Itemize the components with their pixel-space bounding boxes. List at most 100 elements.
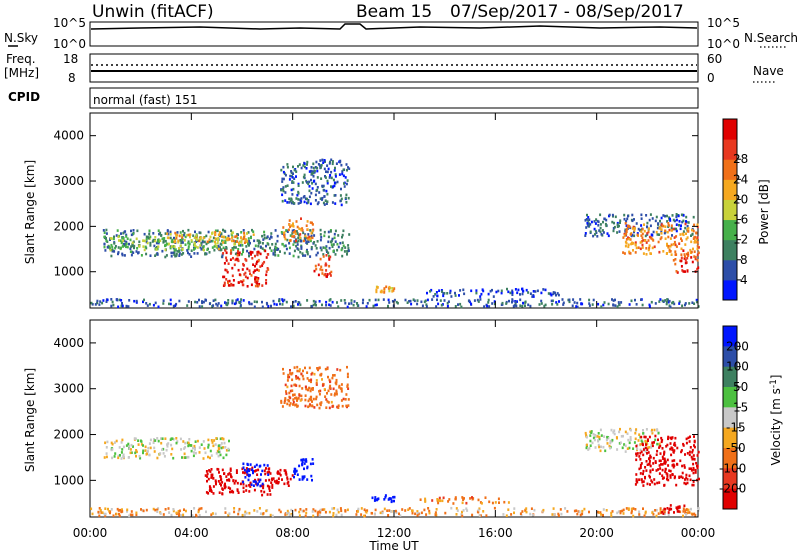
data-cell <box>642 448 645 451</box>
data-cell <box>595 218 598 221</box>
data-cell <box>685 473 688 477</box>
data-cell <box>287 373 290 377</box>
data-cell <box>239 482 242 486</box>
data-cell <box>320 166 322 169</box>
data-cell <box>192 454 195 458</box>
data-cell <box>303 475 306 478</box>
data-cell <box>241 244 244 247</box>
data-cell <box>585 443 588 447</box>
data-cell <box>280 399 283 403</box>
data-cell <box>293 235 295 238</box>
data-cell <box>198 446 201 449</box>
data-cell <box>525 510 528 514</box>
data-cell <box>576 301 579 305</box>
data-cell <box>660 436 663 440</box>
data-cell <box>668 508 671 511</box>
data-cell <box>654 219 657 223</box>
data-cell <box>688 467 691 470</box>
data-cell <box>170 251 173 255</box>
data-cell <box>259 245 262 249</box>
data-cell <box>182 229 184 233</box>
data-cell <box>315 397 318 401</box>
data-cell <box>219 437 222 441</box>
data-cell <box>347 404 350 407</box>
data-cell <box>212 492 215 495</box>
data-cell <box>224 483 226 487</box>
data-cell <box>659 507 662 510</box>
data-cell <box>633 230 635 234</box>
data-cell <box>315 379 318 382</box>
data-cell <box>149 446 152 450</box>
data-cell <box>682 249 685 252</box>
data-cell <box>128 299 131 302</box>
data-cell <box>291 474 294 477</box>
data-cell <box>326 400 329 403</box>
data-cell <box>148 229 151 233</box>
data-cell <box>296 473 299 476</box>
data-cell <box>646 482 649 486</box>
data-cell <box>125 233 128 237</box>
data-cell <box>181 237 183 241</box>
data-cell <box>674 436 677 440</box>
data-cell <box>581 512 584 516</box>
data-cell <box>208 240 211 243</box>
data-cell <box>680 475 683 478</box>
data-cell <box>658 464 661 467</box>
data-cell <box>99 300 102 303</box>
data-cell <box>311 229 314 233</box>
data-cell <box>685 441 688 445</box>
data-cell <box>640 240 643 243</box>
data-cell <box>675 270 678 273</box>
data-cell <box>289 239 292 242</box>
data-cell <box>265 256 268 259</box>
data-cell <box>622 434 624 438</box>
data-cell <box>697 450 700 454</box>
data-cell <box>250 236 252 240</box>
data-cell <box>91 512 94 516</box>
data-cell <box>516 300 518 303</box>
data-cell <box>322 246 325 249</box>
data-cell <box>666 458 669 462</box>
data-cell <box>657 438 659 442</box>
data-cell <box>186 304 189 307</box>
data-cell <box>340 299 343 302</box>
data-cell <box>675 235 678 238</box>
data-cell <box>383 507 386 511</box>
data-cell <box>179 437 182 441</box>
data-cell <box>629 252 632 255</box>
data-cell <box>245 489 248 492</box>
data-cell <box>625 220 628 223</box>
data-cell <box>316 403 319 407</box>
data-cell <box>313 241 316 244</box>
data-cell <box>242 299 245 302</box>
y-tick-label: 3000 <box>53 382 84 396</box>
data-cell <box>379 511 382 515</box>
data-cell <box>239 240 242 244</box>
data-cell <box>644 234 647 238</box>
data-cell <box>295 375 298 378</box>
data-cell <box>675 215 678 219</box>
data-cell <box>669 250 672 253</box>
data-cell <box>270 235 272 238</box>
data-cell <box>130 245 133 248</box>
data-cell <box>696 466 699 470</box>
data-cell <box>684 482 687 486</box>
data-cell <box>190 255 193 258</box>
data-cell <box>667 435 670 439</box>
data-cell <box>320 372 323 376</box>
nave-right-tick-bottom: 0 <box>707 71 715 85</box>
data-cell <box>276 248 279 251</box>
colorbar-frame <box>722 118 738 301</box>
data-cell <box>510 513 513 516</box>
data-cell <box>222 241 225 244</box>
data-cell <box>327 389 330 393</box>
data-cell <box>242 490 245 493</box>
data-cell <box>300 228 303 232</box>
data-cell <box>280 231 283 234</box>
data-cell <box>640 217 643 220</box>
data-cell <box>237 491 240 494</box>
data-cell <box>172 456 175 460</box>
velocity-y-label: Slant Range [km] <box>23 368 37 472</box>
data-cell <box>333 393 336 397</box>
data-cell <box>143 239 146 243</box>
